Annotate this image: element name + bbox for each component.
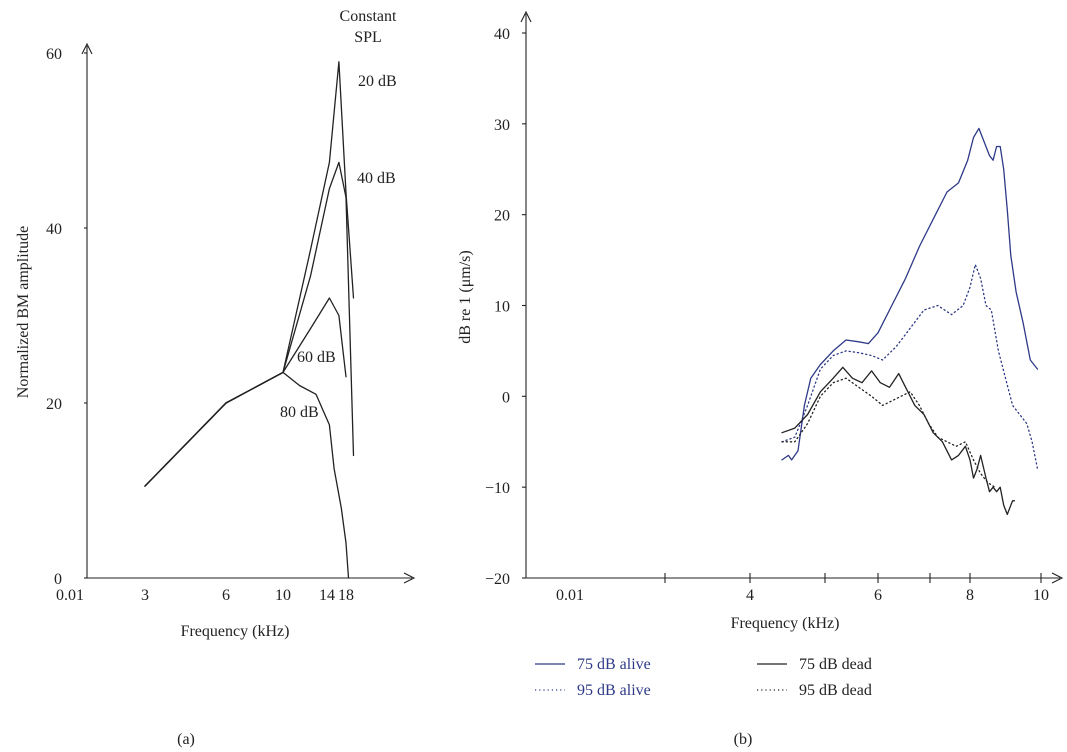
panel-b-y-tick-label: 30 — [494, 117, 510, 134]
panel-b-legend-label-75-db-dead: 75 dB dead — [799, 656, 872, 673]
panel-a-y-arrow — [81, 42, 93, 55]
panel-a-x-arrow — [403, 572, 416, 584]
panel-b-x-tick-label: 4 — [746, 587, 754, 604]
panel-b-x-tick-label: 6 — [874, 587, 882, 604]
panel-b-y-tick-label: 0 — [502, 389, 510, 406]
panel-b-x-tick-label: 10 — [1033, 587, 1049, 604]
panel-b-curve-75-db-dead — [781, 366, 1016, 516]
panel-a-series-label-40-db: 40 dB — [357, 170, 396, 187]
panel-b-curve-95-db-dead — [781, 377, 996, 488]
panel-a-x-tick-label: 0.01 — [56, 587, 84, 604]
panel-a-curve-40-db — [144, 161, 355, 487]
panel-a-y-tick-label: 0 — [54, 571, 62, 588]
panel-b-y-tick-label: 20 — [494, 208, 510, 225]
panel-a-y-tick-label: 20 — [46, 396, 62, 413]
panel-b-curve-95-db-alive — [781, 263, 1039, 470]
panel-b-y-tick-label: 10 — [494, 299, 510, 316]
panel-a-x-tick-label: 18 — [338, 587, 354, 604]
panel-b-legend-label-95-db-dead: 95 dB dead — [799, 682, 872, 699]
panel-b: −20 −10 0 10 20 30 40 0.01 4 6 8 10 75 dB alive 95 … — [457, 10, 1064, 748]
panel-a-x-tick-label: 3 — [141, 587, 149, 604]
panel-a: 0 20 40 60 0.01 3 6 10 14 18 20 dB 40 dB 60 dB 80 d… — [15, 8, 416, 748]
panel-b-label: (b) — [734, 731, 753, 748]
panel-b-y-arrow — [520, 10, 532, 23]
panel-b-y-label: dB re 1 (μm/s) — [457, 250, 474, 343]
panel-b-x-arrow — [1051, 572, 1064, 584]
panel-b-y-tick-label: −10 — [485, 480, 510, 497]
panel-b-legend-label-95-db-alive: 95 dB alive — [577, 682, 651, 699]
panel-a-x-tick-label: 10 — [275, 587, 291, 604]
panel-b-curve-75-db-alive — [781, 127, 1039, 461]
panel-a-series-label-80-db: 80 dB — [280, 404, 319, 421]
panel-b-y-tick-label: −20 — [485, 571, 510, 588]
panel-a-series-label-20-db: 20 dB — [358, 73, 397, 90]
panel-a-curve-20-db — [144, 61, 355, 487]
panel-a-curve-80-db — [144, 371, 350, 579]
panel-a-y-tick-label: 40 — [46, 221, 62, 238]
panel-a-series-label-60-db: 60 dB — [297, 349, 336, 366]
panel-a-legend-title-line1: Constant — [340, 8, 397, 25]
panel-a-y-tick-label: 60 — [46, 46, 62, 63]
panel-b-x-tick-label: 0.01 — [556, 587, 584, 604]
panel-b-y-tick-label: 40 — [494, 26, 510, 43]
panel-a-x-label: Frequency (kHz) — [181, 623, 290, 640]
panel-b-x-label: Frequency (kHz) — [731, 615, 840, 632]
panel-a-y-label: Normalized BM amplitude — [15, 226, 32, 398]
panel-a-label: (a) — [177, 731, 195, 748]
panel-b-legend-label-75-db-alive: 75 dB alive — [577, 656, 651, 673]
panel-b-x-tick-label: 8 — [966, 587, 974, 604]
panel-a-x-tick-label: 6 — [222, 587, 230, 604]
panel-a-x-tick-label: 14 — [319, 587, 335, 604]
panel-a-legend-title-line2: SPL — [354, 29, 382, 46]
